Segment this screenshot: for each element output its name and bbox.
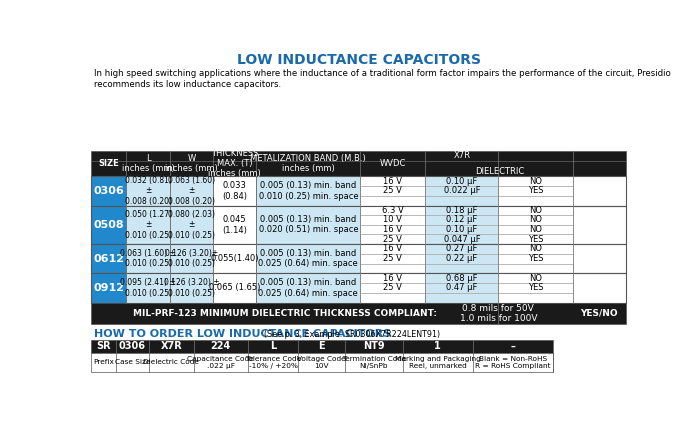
Bar: [498, 254, 573, 263]
Text: Prefix: Prefix: [93, 359, 114, 365]
Text: 0.033
(0.84): 0.033 (0.84): [223, 181, 247, 201]
Text: YES: YES: [528, 283, 544, 293]
Bar: [213, 244, 256, 273]
Text: X7R: X7R: [454, 151, 470, 160]
Bar: [360, 176, 426, 186]
Bar: [426, 235, 498, 244]
Bar: [256, 205, 360, 244]
Bar: [213, 273, 256, 303]
Bar: [213, 176, 256, 205]
Text: 0.005 (0.13) min. band
0.025 (0.64) min. space: 0.005 (0.13) min. band 0.025 (0.64) min.…: [258, 249, 358, 269]
Text: LOW INDUCTANCE CAPACITORS: LOW INDUCTANCE CAPACITORS: [237, 53, 481, 67]
Bar: [426, 215, 498, 225]
Text: WVDC: WVDC: [379, 159, 406, 168]
Text: YES: YES: [528, 254, 544, 263]
Bar: [426, 254, 498, 263]
Text: 1: 1: [435, 341, 441, 351]
Text: 0.126 (3.20) ±
0.010 (0.25): 0.126 (3.20) ± 0.010 (0.25): [164, 278, 220, 298]
Text: X7R: X7R: [160, 341, 182, 351]
Bar: [360, 215, 426, 225]
Bar: [426, 186, 498, 196]
Bar: [256, 244, 360, 273]
Bar: [426, 273, 498, 283]
Bar: [360, 273, 426, 283]
Text: 0612: 0612: [93, 254, 125, 264]
Text: 16 V: 16 V: [384, 274, 402, 283]
Text: 0.10 µF: 0.10 µF: [446, 225, 477, 234]
Text: Termination Code
Ni/SnPb: Termination Code Ni/SnPb: [342, 356, 406, 369]
Text: MIL-PRF-123 MINIMUM DIELECTRIC THICKNESS COMPLIANT:: MIL-PRF-123 MINIMUM DIELECTRIC THICKNESS…: [133, 309, 437, 318]
Text: NO: NO: [529, 206, 542, 215]
Bar: [92, 176, 626, 205]
Text: 0.065 (1.65): 0.065 (1.65): [209, 283, 260, 293]
Bar: [498, 205, 573, 215]
Bar: [92, 244, 126, 273]
Bar: [426, 176, 498, 186]
Text: 0.005 (0.13) min. band
0.010 (0.25) min. space: 0.005 (0.13) min. band 0.010 (0.25) min.…: [258, 181, 358, 201]
Bar: [360, 263, 426, 273]
Text: 0508: 0508: [94, 220, 124, 230]
Bar: [426, 196, 498, 205]
Bar: [360, 254, 426, 263]
Text: NO: NO: [529, 177, 542, 186]
Text: 0.047 µF: 0.047 µF: [444, 235, 480, 244]
Bar: [92, 244, 626, 273]
Text: 25 V: 25 V: [384, 283, 402, 293]
Text: L
inches (mm): L inches (mm): [122, 154, 175, 173]
Bar: [213, 205, 256, 244]
Bar: [360, 235, 426, 244]
Bar: [360, 196, 426, 205]
Text: Case Size: Case Size: [115, 359, 150, 365]
Bar: [360, 225, 426, 235]
Text: YES: YES: [528, 187, 544, 195]
Bar: [360, 283, 426, 293]
Text: 0.47 µF: 0.47 µF: [446, 283, 477, 293]
Bar: [92, 205, 126, 244]
Text: 0.063 (1.60)
±
0.008 (0.20): 0.063 (1.60) ± 0.008 (0.20): [168, 176, 216, 206]
Text: 6.3 V: 6.3 V: [382, 206, 404, 215]
Text: –: –: [510, 341, 515, 351]
Text: NO: NO: [529, 215, 542, 225]
Bar: [498, 283, 573, 293]
Text: NO: NO: [529, 245, 542, 253]
Text: L: L: [270, 341, 276, 351]
Text: 0.045
(1.14): 0.045 (1.14): [223, 215, 247, 235]
Bar: [498, 225, 573, 235]
Text: METALIZATION BAND (M.B.)
inches (mm): METALIZATION BAND (M.B.) inches (mm): [251, 154, 366, 173]
Bar: [498, 293, 573, 303]
Text: 0.095 (2.41) ±
0.010 (0.25): 0.095 (2.41) ± 0.010 (0.25): [120, 278, 176, 298]
Text: HOW TO ORDER LOW INDUCTANCE CAPACITORS: HOW TO ORDER LOW INDUCTANCE CAPACITORS: [94, 329, 391, 339]
Bar: [498, 273, 573, 283]
Bar: [92, 161, 626, 176]
Bar: [92, 273, 126, 303]
Bar: [92, 151, 626, 161]
Bar: [92, 341, 552, 353]
Text: 0.8 mils for 50V
1.0 mils for 100V: 0.8 mils for 50V 1.0 mils for 100V: [459, 303, 537, 323]
Bar: [426, 293, 498, 303]
Bar: [170, 273, 213, 303]
Text: Voltage Code
10V: Voltage Code 10V: [298, 356, 346, 369]
Text: SR: SR: [97, 341, 111, 351]
Text: 25 V: 25 V: [384, 235, 402, 244]
Bar: [256, 176, 360, 205]
Text: 0.68 µF: 0.68 µF: [446, 274, 477, 283]
Bar: [126, 273, 170, 303]
Text: 0.22 µF: 0.22 µF: [446, 254, 477, 263]
Bar: [360, 293, 426, 303]
Bar: [92, 303, 626, 324]
Text: Marking and Packaging
Reel, unmarked: Marking and Packaging Reel, unmarked: [395, 356, 481, 369]
Bar: [426, 283, 498, 293]
Text: 0.12 µF: 0.12 µF: [446, 215, 477, 225]
Text: Capacitance Code
.022 µF: Capacitance Code .022 µF: [188, 356, 254, 369]
Text: NO: NO: [529, 274, 542, 283]
Bar: [126, 244, 170, 273]
Text: NO: NO: [529, 225, 542, 234]
Text: Blank = Non-RoHS
R = RoHS Compliant: Blank = Non-RoHS R = RoHS Compliant: [475, 356, 550, 369]
Text: 0.055(1.40): 0.055(1.40): [211, 254, 259, 263]
Bar: [498, 263, 573, 273]
Bar: [426, 205, 498, 215]
Bar: [92, 353, 552, 372]
Text: 0.27 µF: 0.27 µF: [446, 245, 477, 253]
Text: W
inches (mm): W inches (mm): [165, 154, 218, 173]
Text: 0.050 (1.27)
±
0.010 (0.25): 0.050 (1.27) ± 0.010 (0.25): [125, 210, 172, 240]
